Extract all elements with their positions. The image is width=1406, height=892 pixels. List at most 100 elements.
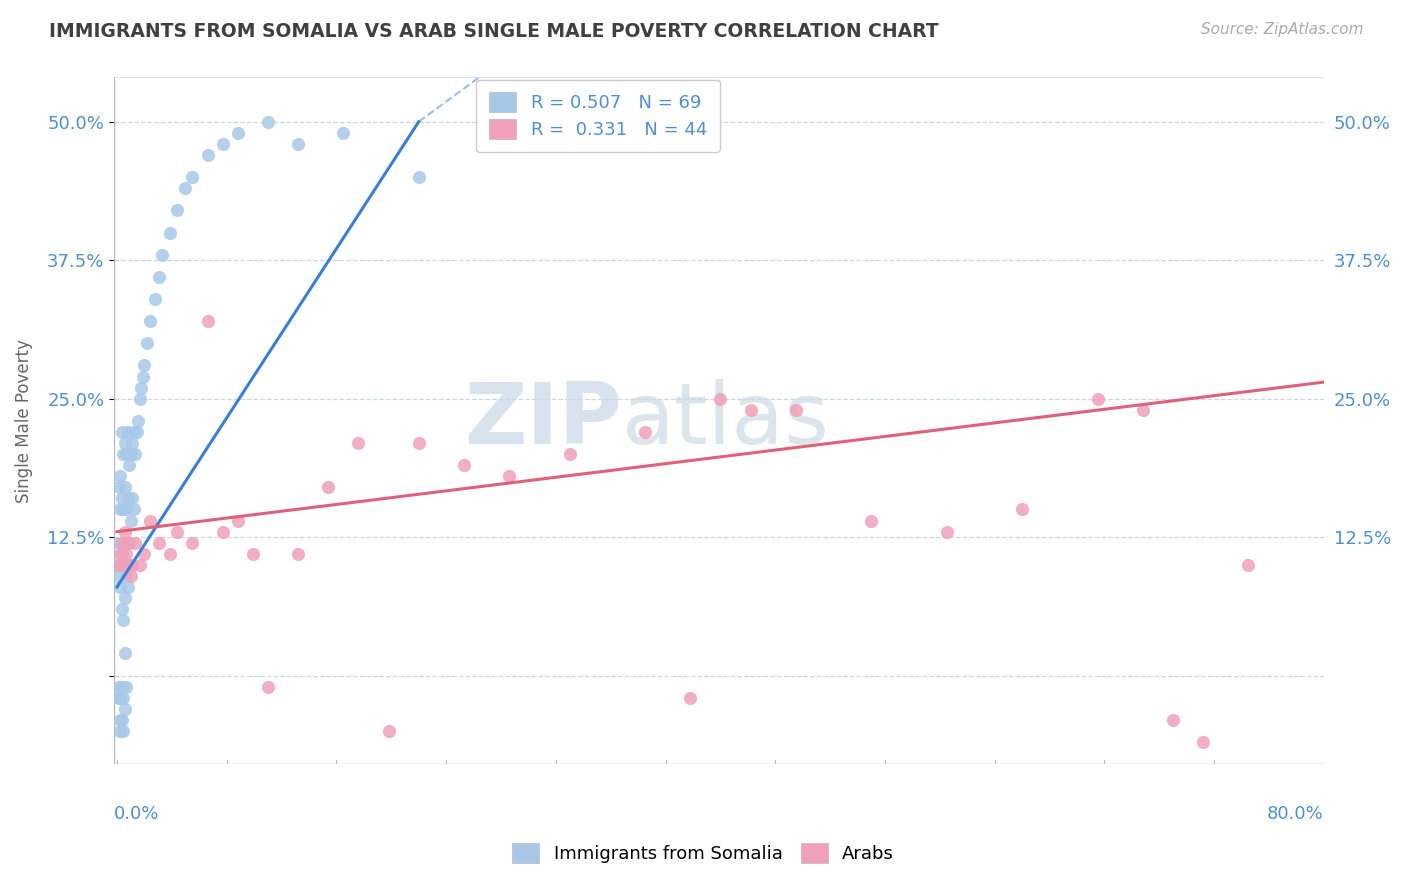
Point — [377, 724, 399, 739]
Point — [122, 425, 145, 439]
Point — [1161, 713, 1184, 727]
Point — [1237, 558, 1260, 572]
Point — [148, 535, 170, 549]
Point — [122, 502, 145, 516]
Point — [1011, 502, 1033, 516]
Point — [287, 136, 309, 151]
Point — [107, 480, 129, 494]
Point — [112, 613, 135, 627]
Point — [117, 580, 139, 594]
Point — [110, 547, 132, 561]
Point — [112, 558, 135, 572]
Text: 80.0%: 80.0% — [1267, 805, 1324, 823]
Point — [115, 502, 138, 516]
Point — [124, 535, 146, 549]
Point — [139, 314, 162, 328]
Point — [107, 569, 129, 583]
Text: ZIP: ZIP — [464, 379, 621, 462]
Point — [112, 558, 135, 572]
Point — [120, 514, 142, 528]
Point — [120, 447, 142, 461]
Point — [332, 126, 354, 140]
Legend: Immigrants from Somalia, Arabs: Immigrants from Somalia, Arabs — [501, 832, 905, 874]
Point — [115, 447, 138, 461]
Point — [110, 680, 132, 694]
Point — [121, 436, 143, 450]
Point — [226, 514, 249, 528]
Point — [558, 447, 581, 461]
Point — [257, 114, 280, 128]
Point — [150, 248, 173, 262]
Point — [1192, 735, 1215, 749]
Point — [181, 170, 204, 185]
Point — [498, 469, 520, 483]
Point — [112, 502, 135, 516]
Point — [121, 491, 143, 506]
Point — [108, 724, 131, 739]
Point — [143, 292, 166, 306]
Point — [117, 535, 139, 549]
Point — [110, 535, 132, 549]
Point — [125, 425, 148, 439]
Point — [107, 690, 129, 705]
Point — [709, 392, 731, 406]
Point — [110, 602, 132, 616]
Point — [197, 148, 219, 162]
Text: atlas: atlas — [621, 379, 830, 462]
Point — [316, 480, 339, 494]
Point — [108, 580, 131, 594]
Point — [112, 447, 135, 461]
Point — [115, 547, 138, 561]
Point — [347, 436, 370, 450]
Point — [159, 547, 181, 561]
Point — [1087, 392, 1109, 406]
Legend: R = 0.507   N = 69, R =  0.331   N = 44: R = 0.507 N = 69, R = 0.331 N = 44 — [477, 79, 720, 152]
Point — [108, 502, 131, 516]
Point — [118, 458, 141, 472]
Text: 0.0%: 0.0% — [114, 805, 159, 823]
Point — [114, 524, 136, 539]
Point — [134, 547, 156, 561]
Y-axis label: Single Male Poverty: Single Male Poverty — [15, 339, 32, 503]
Text: Source: ZipAtlas.com: Source: ZipAtlas.com — [1201, 22, 1364, 37]
Point — [634, 425, 657, 439]
Point — [114, 480, 136, 494]
Point — [128, 558, 150, 572]
Point — [115, 569, 138, 583]
Point — [108, 690, 131, 705]
Point — [148, 269, 170, 284]
Point — [860, 514, 883, 528]
Point — [108, 469, 131, 483]
Point — [112, 724, 135, 739]
Point — [114, 702, 136, 716]
Point — [129, 381, 152, 395]
Point — [226, 126, 249, 140]
Point — [139, 514, 162, 528]
Point — [166, 203, 188, 218]
Point — [1132, 402, 1154, 417]
Point — [740, 402, 762, 417]
Point — [107, 558, 129, 572]
Point — [935, 524, 957, 539]
Point — [242, 547, 264, 561]
Point — [121, 558, 143, 572]
Point — [107, 558, 129, 572]
Point — [679, 690, 702, 705]
Point — [257, 680, 280, 694]
Point — [114, 591, 136, 606]
Point — [211, 136, 233, 151]
Point — [120, 569, 142, 583]
Point — [114, 647, 136, 661]
Point — [112, 690, 135, 705]
Point — [166, 524, 188, 539]
Point — [174, 181, 197, 195]
Point — [108, 547, 131, 561]
Point — [453, 458, 475, 472]
Point — [197, 314, 219, 328]
Point — [117, 425, 139, 439]
Point — [159, 226, 181, 240]
Point — [128, 392, 150, 406]
Point — [110, 425, 132, 439]
Point — [134, 359, 156, 373]
Point — [127, 414, 149, 428]
